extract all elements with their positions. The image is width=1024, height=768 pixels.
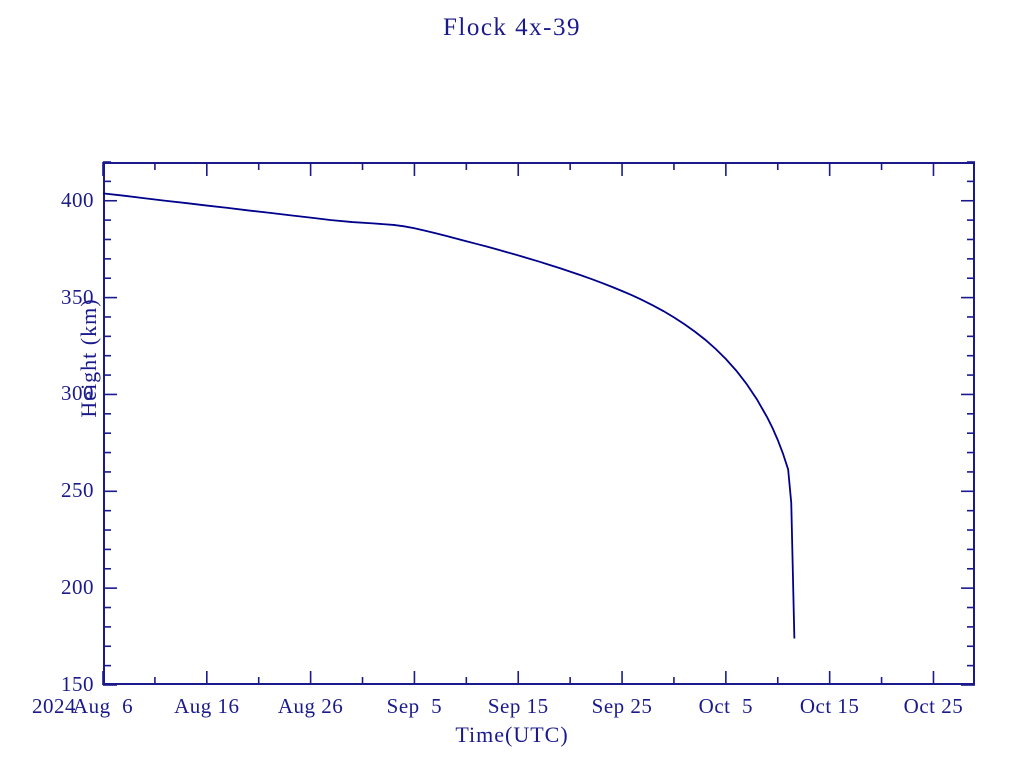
plot-canvas bbox=[102, 161, 975, 686]
x-tick-label: Oct 25 bbox=[903, 694, 964, 718]
y-tick-label: 350 bbox=[61, 284, 94, 309]
x-tick-label: Oct 15 bbox=[799, 694, 860, 718]
altitude-decay-line bbox=[102, 192, 796, 639]
x-tick-marks bbox=[102, 162, 935, 685]
x-tick-label: Sep 5 bbox=[386, 694, 443, 718]
y-axis-title: Height (km) bbox=[76, 298, 101, 418]
y-tick-label: 250 bbox=[61, 478, 94, 503]
x-axis-title: Time(UTC) bbox=[455, 722, 569, 747]
plot-frame bbox=[103, 162, 975, 685]
x-tick-label: Sep 25 bbox=[591, 694, 653, 718]
y-tick-label: 300 bbox=[61, 381, 94, 406]
y-tick-marks bbox=[103, 161, 975, 686]
y-tick-label: 400 bbox=[61, 187, 94, 212]
chart-title: Flock 4x-39 bbox=[442, 14, 582, 41]
x-tick-label: Sep 15 bbox=[487, 694, 549, 718]
x-tick-label: Oct 5 bbox=[698, 694, 753, 718]
x-tick-label: Aug 6 bbox=[72, 694, 134, 718]
x-axis-year-label: 2024 bbox=[32, 694, 76, 718]
x-tick-label: Aug 26 bbox=[277, 694, 344, 718]
y-tick-label: 150 bbox=[61, 672, 94, 696]
x-tick-label: Aug 16 bbox=[174, 694, 240, 718]
y-tick-label: 200 bbox=[61, 575, 94, 600]
plot-area bbox=[102, 161, 975, 686]
